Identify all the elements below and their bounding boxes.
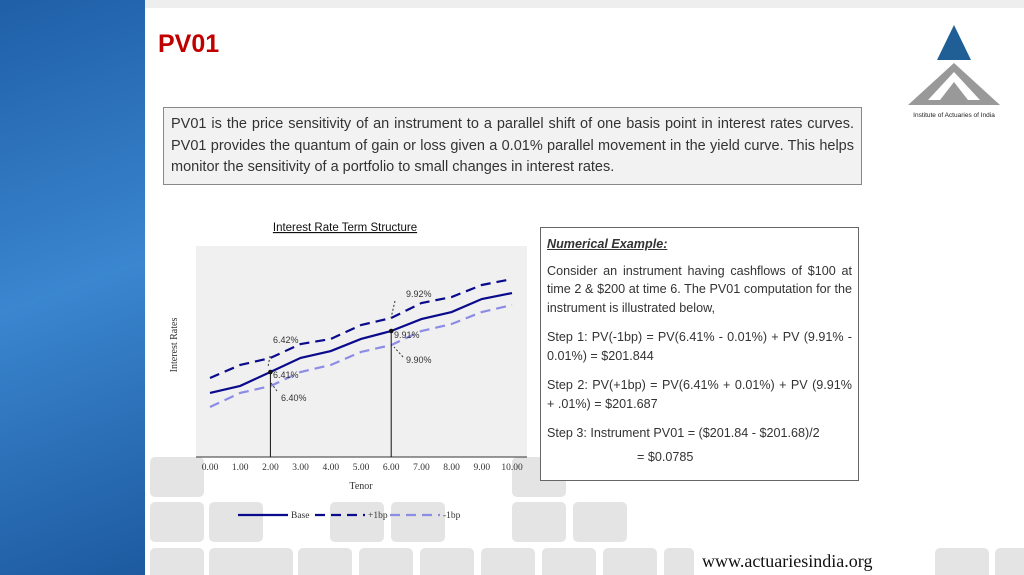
x-tick-label: 4.00 (322, 463, 339, 473)
example-box: Numerical Example: Consider an instrumen… (540, 227, 859, 481)
annotation-leader (270, 382, 278, 392)
x-tick-label: 5.00 (353, 463, 370, 473)
annotation: 9.90% (406, 355, 432, 365)
marker-point (268, 369, 273, 375)
annotation: 9.91% (394, 330, 420, 340)
legend-label: +1bp (368, 511, 388, 521)
x-tick-label: 8.00 (443, 463, 460, 473)
slide-title: PV01 (158, 30, 220, 58)
x-tick-label: 9.00 (473, 463, 490, 473)
series-line (209, 277, 513, 379)
legend-label: Base (291, 511, 309, 521)
series-line (209, 303, 513, 408)
x-tick-label: 3.00 (292, 463, 309, 473)
intro-text: PV01 is the price sensitivity of an inst… (163, 107, 862, 185)
x-tick-label: 10.00 (501, 463, 523, 473)
annotation-leader (390, 300, 396, 319)
example-paragraph: Step 2: PV(+1bp) = PV(6.41% + 0.01%) + P… (547, 378, 852, 411)
example-result: = $0.0785 (637, 449, 694, 464)
annotation: 6.40% (281, 393, 307, 403)
annotation-leader (267, 355, 271, 368)
legend-label: -1bp (443, 511, 461, 521)
footer-url: www.actuariesindia.org (702, 551, 873, 571)
x-tick-label: 0.00 (202, 463, 219, 473)
x-tick-label: 7.00 (413, 463, 430, 473)
y-axis-label: Interest Rates (169, 318, 180, 373)
logo: Institute of Actuaries of India (908, 25, 1000, 119)
marker-point (388, 328, 394, 334)
chart: Interest Rate Term Structure Tenor Inter… (169, 222, 527, 521)
x-tick-label: 6.00 (383, 463, 400, 473)
annotation: 6.41% (273, 370, 299, 380)
logo-text: Institute of Actuaries of India (913, 112, 995, 119)
x-tick-label: 2.00 (262, 463, 279, 473)
chart-title: Interest Rate Term Structure (273, 222, 417, 234)
annotation: 6.42% (273, 335, 299, 345)
example-paragraph: Step 3: Instrument PV01 = ($201.84 - $20… (547, 426, 820, 440)
x-tick-label: 1.00 (232, 463, 249, 473)
example-heading: Numerical Example: (547, 237, 668, 251)
series-line (209, 291, 513, 395)
side-band (0, 0, 145, 575)
example-paragraph: Consider an instrument having cashflows … (547, 263, 852, 315)
example-paragraph: Step 1: PV(-1bp) = PV(6.41% - 0.01%) + P… (547, 330, 852, 363)
annotation: 9.92% (406, 289, 432, 299)
x-axis-label: Tenor (349, 481, 373, 492)
